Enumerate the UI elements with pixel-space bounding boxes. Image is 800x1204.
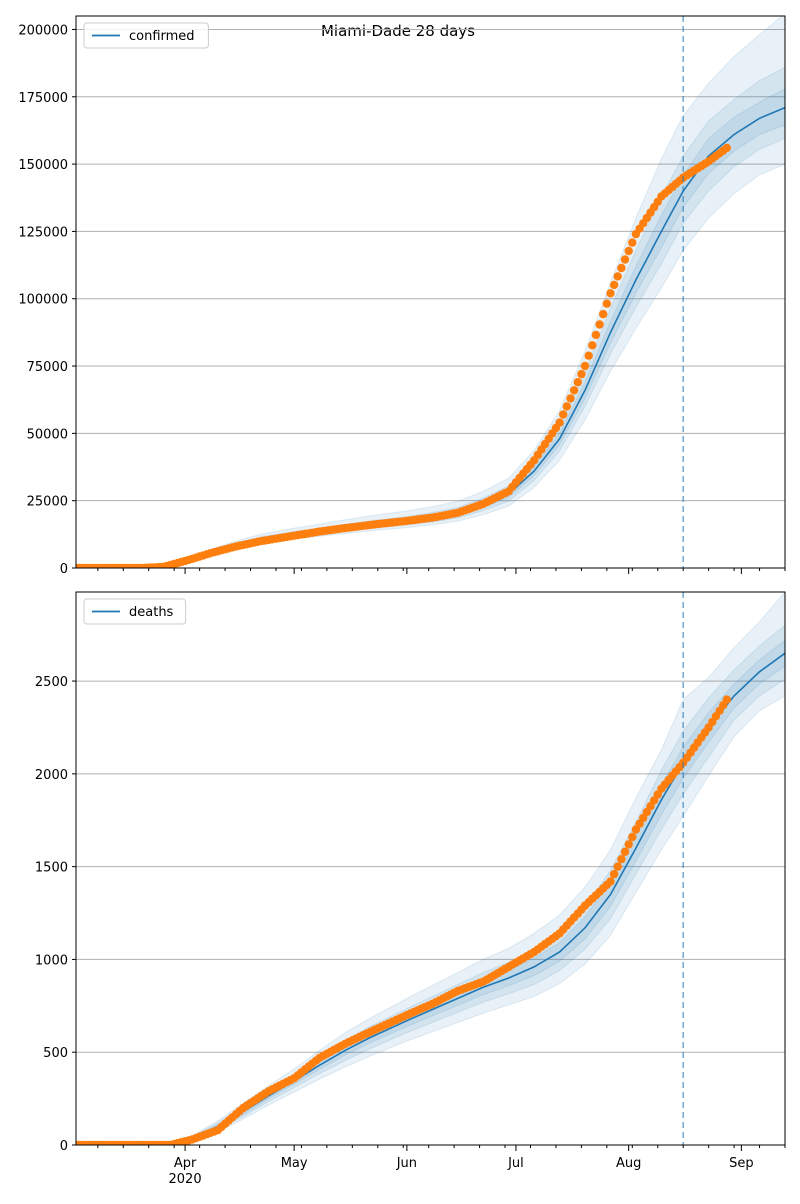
plot-area (76, 592, 785, 1145)
observed-point (613, 862, 622, 871)
x-tick-label: Jun (396, 1156, 417, 1171)
observed-point (609, 280, 619, 290)
observed-point (613, 272, 622, 281)
observed-point (591, 330, 601, 340)
x-tick-label: Apr (174, 1156, 197, 1171)
observed-point (569, 386, 579, 395)
confidence-band (76, 16, 785, 568)
legend-box (83, 598, 187, 625)
observed-point (584, 351, 593, 360)
y-tick-label: 175000 (18, 91, 68, 106)
observed-point (722, 695, 731, 704)
x-tick-label: Aug (616, 1156, 641, 1171)
y-tick-label: 1000 (35, 953, 68, 968)
x-tick-label: May (281, 1156, 308, 1171)
y-tick-label: 125000 (18, 225, 68, 240)
y-tick-label: 100000 (18, 293, 68, 308)
figure-title: Miami-Dade 28 days (321, 22, 475, 40)
confidence-band (76, 624, 785, 1145)
y-tick-label: 200000 (18, 23, 68, 38)
observed-point (617, 263, 626, 273)
legend-label: deaths (129, 605, 174, 620)
observed-point (628, 238, 637, 247)
observed-point (606, 877, 615, 886)
observed-point (624, 840, 633, 849)
y-tick-label: 2500 (35, 675, 68, 690)
plot-area (76, 16, 785, 568)
legend: confirmed (83, 22, 209, 49)
observed-point (588, 341, 597, 350)
panel-top: 0 25000 50000 75000 100000 125000 150000 175000… (18, 15, 786, 577)
observed-point (573, 378, 582, 387)
x-tick-label: Sep (729, 1156, 754, 1171)
y-tick-label: 50000 (27, 427, 68, 442)
y-tick-label: 0 (60, 562, 68, 577)
observed-point (562, 402, 571, 411)
observed-point (577, 369, 586, 379)
axes-frame (75, 15, 786, 569)
x-tick-label: Jul (507, 1156, 524, 1171)
observed-point (609, 869, 619, 879)
legend: deaths (83, 598, 187, 625)
observed-point (722, 143, 731, 153)
legend-box (83, 22, 209, 49)
x-year-label: 2020 (169, 1172, 202, 1187)
observed-point (602, 299, 611, 308)
confidence-band (76, 592, 785, 1145)
y-tick-label: 2000 (35, 768, 68, 783)
observed-point (559, 410, 568, 419)
observed-point (595, 320, 604, 329)
observed-point (620, 847, 630, 856)
observed-point (624, 246, 633, 256)
observed-point (617, 855, 626, 864)
observed-point (606, 289, 615, 298)
observed-point (599, 309, 608, 319)
axes-frame (75, 591, 786, 1146)
observed-point (620, 255, 630, 264)
y-tick-label: 0 (60, 1139, 68, 1154)
observed-point (580, 361, 590, 371)
y-tick-label: 500 (43, 1046, 68, 1061)
y-tick-label: 1500 (35, 861, 68, 876)
y-tick-label: 150000 (18, 158, 68, 173)
observed-point (566, 394, 575, 403)
y-tick-label: 25000 (27, 495, 68, 510)
legend-label: confirmed (129, 29, 195, 44)
observed-point (628, 832, 637, 842)
y-tick-label: 75000 (27, 360, 68, 375)
observed-point (555, 418, 564, 427)
